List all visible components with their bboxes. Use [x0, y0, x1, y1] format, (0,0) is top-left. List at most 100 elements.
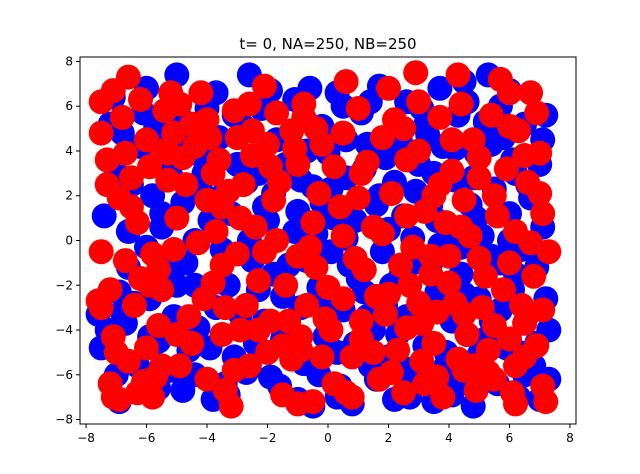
- scatter-point: [218, 393, 244, 419]
- scatter-point: [484, 203, 510, 229]
- x-tick-label: −8: [77, 431, 95, 445]
- x-axis: −8 −6 −4 −2 0 2 4 6 8: [77, 424, 574, 445]
- scatter-point: [530, 297, 556, 323]
- scatter-point: [424, 299, 450, 325]
- scatter-point: [294, 292, 320, 318]
- scatter-point: [379, 360, 404, 385]
- scatter-point: [421, 330, 447, 356]
- scatter-point: [424, 364, 450, 390]
- scatter-point: [309, 131, 335, 157]
- scatter-point: [448, 91, 474, 117]
- y-tick-label: 0: [65, 234, 73, 248]
- scatter-point: [167, 353, 193, 379]
- scatter-point: [164, 205, 190, 231]
- scatter-point: [439, 158, 465, 184]
- scatter-point: [285, 151, 311, 177]
- scatter-point: [409, 348, 435, 374]
- scatter-point: [388, 252, 414, 278]
- scatter-point: [167, 91, 193, 117]
- y-tick-label: 2: [65, 189, 73, 203]
- scatter-point: [233, 292, 259, 318]
- y-tick-label: −2: [55, 278, 73, 292]
- scatter-point: [227, 317, 253, 343]
- scatter-point: [521, 263, 547, 289]
- scatter-point: [406, 89, 432, 115]
- scatter-point: [209, 194, 235, 220]
- y-axis: −8 −6 −4 −2 0 2 4 6 8: [55, 54, 80, 427]
- scatter-point: [252, 73, 277, 99]
- scatter-point: [88, 120, 114, 146]
- scatter-point: [176, 304, 202, 330]
- scatter-point: [463, 377, 489, 403]
- scatter-point: [112, 248, 138, 274]
- scatter-point: [333, 69, 359, 95]
- scatter-point: [85, 288, 111, 314]
- scatter-point: [321, 154, 347, 180]
- scatter-point: [149, 277, 175, 303]
- scatter-point: [533, 389, 559, 415]
- y-tick-label: 6: [65, 99, 73, 113]
- scatter-point: [91, 203, 117, 229]
- scatter-point: [369, 221, 395, 247]
- scatter-point: [342, 245, 368, 271]
- scatter-point: [121, 292, 147, 318]
- scatter-point: [379, 181, 404, 206]
- scatter-point: [146, 257, 172, 283]
- scatter-point: [497, 250, 522, 276]
- scatter-point: [300, 389, 326, 415]
- scatter-point: [270, 333, 296, 359]
- scatter-point: [503, 353, 528, 379]
- scatter-point: [439, 127, 465, 153]
- scatter-point: [194, 366, 220, 392]
- scatter-point: [466, 165, 492, 191]
- scatter-point: [451, 301, 477, 327]
- scatter-point: [212, 295, 238, 321]
- y-tick-label: 8: [65, 54, 73, 68]
- scatter-point: [385, 337, 411, 363]
- scatter-point: [179, 330, 205, 356]
- scatter-point: [478, 102, 504, 128]
- scatter-point: [106, 185, 132, 211]
- scatter-point: [115, 64, 141, 90]
- scatter-point: [448, 214, 474, 240]
- scatter-point: [128, 87, 153, 112]
- scatter-point: [185, 230, 211, 256]
- scatter-point: [118, 165, 144, 191]
- scatter-point: [394, 147, 420, 173]
- scatter-point: [258, 154, 283, 180]
- scatter-point: [318, 317, 344, 343]
- scatter-point: [427, 104, 453, 130]
- scatter-point: [109, 104, 135, 130]
- scatter-point: [264, 100, 290, 126]
- scatter-point: [330, 120, 356, 146]
- scatter-point: [206, 147, 232, 173]
- x-tick-label: −6: [138, 431, 156, 445]
- scatter-point: [270, 382, 296, 408]
- scatter-point: [481, 183, 507, 209]
- scatter-point: [203, 219, 229, 244]
- scatter-point: [221, 357, 247, 383]
- scatter-point: [466, 245, 492, 271]
- scatter-point: [530, 201, 556, 227]
- scatter-point: [503, 391, 528, 417]
- scatter-point: [297, 234, 323, 260]
- scatter-point: [497, 113, 522, 139]
- scatter-point: [354, 149, 380, 175]
- scatter-point: [451, 357, 477, 383]
- scatter-point: [194, 107, 220, 133]
- scatter-point: [418, 243, 444, 269]
- scatter-point: [94, 147, 120, 173]
- scatter-point: [273, 272, 299, 298]
- scatter-point: [345, 96, 371, 121]
- scatter-point: [376, 281, 401, 307]
- scatter-point: [421, 183, 447, 209]
- scatter-point: [261, 187, 287, 213]
- plot-area: [85, 60, 562, 419]
- scatter-point: [330, 286, 356, 312]
- scatter-point: [258, 308, 283, 334]
- x-tick-label: 6: [506, 431, 514, 445]
- scatter-point: [524, 333, 550, 359]
- scatter-point: [140, 183, 166, 209]
- scatter-point: [536, 239, 562, 265]
